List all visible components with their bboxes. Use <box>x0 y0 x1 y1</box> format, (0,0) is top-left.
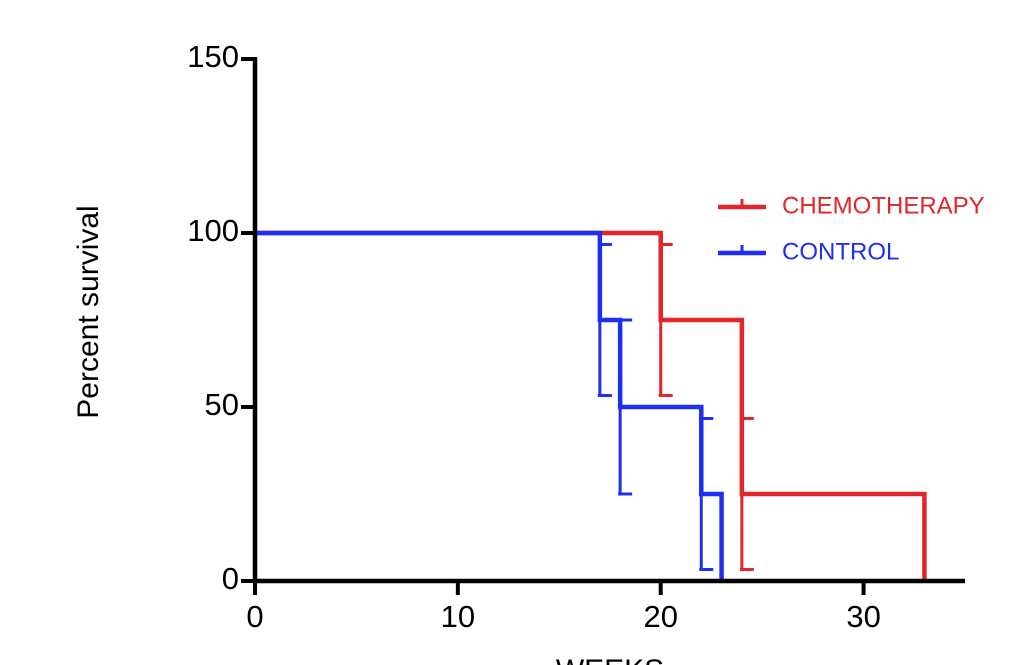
legend-label: CHEMOTHERAPY <box>782 192 985 219</box>
survival-line <box>255 230 927 581</box>
y-tick-label: 100 <box>187 213 239 248</box>
y-tick-label: 150 <box>187 39 239 74</box>
error-bar <box>618 318 633 496</box>
x-axis-label: WEEKS <box>556 654 664 665</box>
x-tick-label: 0 <box>246 599 263 634</box>
y-tick-label: 0 <box>222 561 239 596</box>
survival-line <box>255 230 724 581</box>
x-tick-label: 20 <box>643 599 677 634</box>
error-bar <box>739 416 754 572</box>
x-tick-label: 10 <box>441 599 475 634</box>
error-bar <box>699 416 714 572</box>
error-bar <box>597 242 612 398</box>
y-tick-label: 50 <box>205 387 239 422</box>
x-tick-label: 30 <box>846 599 880 634</box>
y-axis-label: Percent survival <box>72 205 105 418</box>
legend-label: CONTROL <box>782 238 899 265</box>
error-bar <box>658 242 673 398</box>
